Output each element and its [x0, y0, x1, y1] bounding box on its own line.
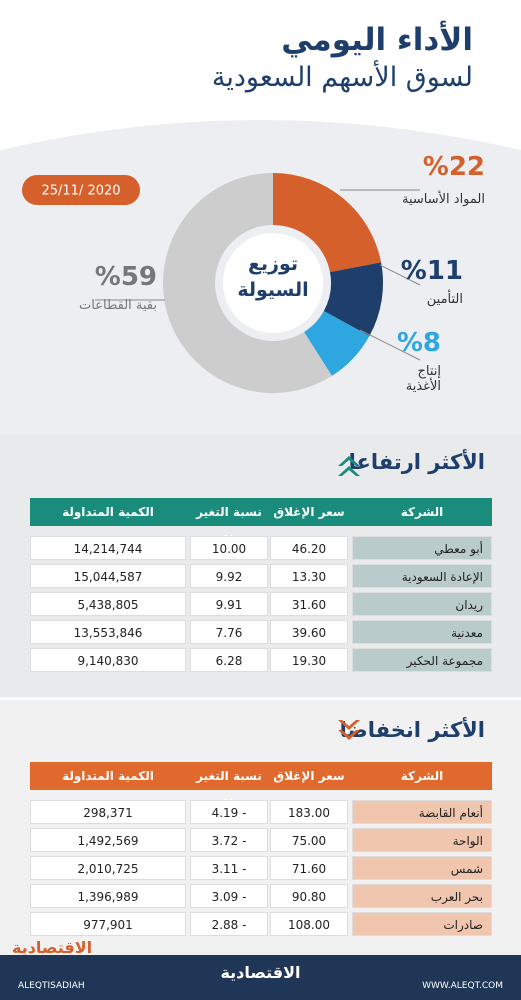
- leader-lines: [95, 189, 421, 361]
- company-cell: ريدان: [352, 592, 492, 616]
- cell: 1,396,989: [30, 884, 186, 908]
- table-header: الشركة سعر الإغلاق نسبة التغير % الكمية الم…: [30, 498, 492, 547]
- company-cell: أبو معطي: [352, 536, 492, 560]
- donut-segment: [323, 262, 383, 336]
- cell: 2,010,725: [30, 856, 186, 880]
- cell: 9.91: [190, 592, 268, 616]
- cell: - 3.09: [190, 884, 268, 908]
- falling-title: الأكثر انخفاضا: [339, 718, 485, 742]
- segment-label: المواد الأساسية: [401, 192, 485, 207]
- cell: 13.30: [270, 564, 348, 588]
- company-cell: بحر العرب: [352, 884, 492, 908]
- cell: - 4.19: [190, 800, 268, 824]
- footer: ALEQTISADIAH الاقتصادية WWW.ALEQT.COM: [0, 955, 521, 1000]
- falling-table: الشركة سعر الإغلاق نسبة التغير % الكمية الم…: [30, 762, 492, 940]
- cell: 5,438,805: [30, 592, 186, 616]
- chart: 25/11/ 2020 توزيع السيولة: [0, 120, 521, 440]
- company-cell: صادرات: [352, 912, 492, 936]
- column-header: سعر الإغلاق: [273, 769, 345, 783]
- up-icon: [338, 456, 360, 476]
- company-cell: مجموعة الحكير: [352, 648, 492, 672]
- donut-segment: [304, 310, 370, 376]
- rising-table: الشركة سعر الإغلاق نسبة التغير % الكمية الم…: [30, 498, 492, 676]
- company-cell: معدنية: [352, 620, 492, 644]
- cell: 298,371: [30, 800, 186, 824]
- url: WWW.ALEQT.COM: [422, 981, 503, 991]
- donut-segment: [273, 173, 382, 273]
- cell: 71.60: [270, 856, 348, 880]
- cell: - 3.72: [190, 828, 268, 852]
- column-header: الشركة: [400, 769, 444, 783]
- cell: 9,140,830: [30, 648, 186, 672]
- percent-label: %59: [94, 262, 157, 292]
- cell: 10.00: [190, 536, 268, 560]
- company-cell: أنعام القابضة: [352, 800, 492, 824]
- column-header: الشركة: [400, 505, 444, 519]
- cell: 39.60: [270, 620, 348, 644]
- title: الأداء اليومي: [281, 22, 473, 58]
- cell: 977,901: [30, 912, 186, 936]
- donut: [162, 173, 383, 393]
- cell: 1,492,569: [30, 828, 186, 852]
- percent-label: %22: [422, 152, 485, 182]
- cell: 15,044,587: [30, 564, 186, 588]
- column-header: نسبة التغير %: [196, 769, 262, 811]
- column-header: سعر الإغلاق: [273, 505, 345, 519]
- table-header: الشركة سعر الإغلاق نسبة التغير % الكمية الم…: [30, 762, 492, 811]
- percent-label: %8: [396, 328, 441, 358]
- logo: الاقتصادية: [220, 963, 301, 982]
- company-cell: الإعادة السعودية: [352, 564, 492, 588]
- column-header: الكمية المتداولة: [62, 769, 154, 783]
- cell: 31.60: [270, 592, 348, 616]
- cell: 19.30: [270, 648, 348, 672]
- down-icon: [338, 720, 360, 740]
- company-cell: الواحة: [352, 828, 492, 852]
- table-row: الواحة 75.00- 3.72 1,492,569: [30, 828, 492, 852]
- table-row: بحر العرب 90.80- 3.09 1,396,989: [30, 884, 492, 908]
- segment-label: بقية القطاعات: [79, 298, 157, 313]
- table-row: شمس 71.60- 3.11 2,010,725: [30, 856, 492, 880]
- cell: 13,553,846: [30, 620, 186, 644]
- table-row: أبو معطي 46.20 10.00 14,214,744: [30, 536, 492, 560]
- handle: ALEQTISADIAH: [18, 981, 85, 991]
- cell: 183.00: [270, 800, 348, 824]
- table-row: مجموعة الحكير 19.30 6.28 9,140,830: [30, 648, 492, 672]
- table-row: أنعام القابضة 183.00- 4.19 298,371: [30, 800, 492, 824]
- percent-label: %11: [400, 256, 463, 286]
- cell: 7.76: [190, 620, 268, 644]
- date: 25/11/ 2020: [41, 184, 120, 199]
- cell: - 3.11: [190, 856, 268, 880]
- subtitle: لسوق الأسهم السعودية: [211, 62, 473, 93]
- cell: 6.28: [190, 648, 268, 672]
- cell: 9.92: [190, 564, 268, 588]
- cell: 46.20: [270, 536, 348, 560]
- segment-label: التأمين: [426, 292, 463, 307]
- cell: 75.00: [270, 828, 348, 852]
- date-pill: [22, 175, 140, 205]
- cell: 90.80: [270, 884, 348, 908]
- company-cell: شمس: [352, 856, 492, 880]
- table-row: الإعادة السعودية 13.30 9.92 15,044,587: [30, 564, 492, 588]
- segment-label: إنتاج الأغذية: [405, 364, 441, 394]
- table-row: ريدان 31.60 9.91 5,438,805: [30, 592, 492, 616]
- table-row: صادرات 108.00- 2.88 977,901: [30, 912, 492, 936]
- donut-segment: [162, 173, 332, 393]
- column-header: الكمية المتداولة: [62, 505, 154, 519]
- cell: 14,214,744: [30, 536, 186, 560]
- cell: 108.00: [270, 912, 348, 936]
- column-header: نسبة التغير %: [196, 505, 262, 547]
- corner-logo: الاقتصادية: [12, 938, 93, 957]
- cell: - 2.88: [190, 912, 268, 936]
- chart-title: توزيع السيولة: [237, 253, 308, 301]
- rising-title: الأكثر ارتفاعا: [348, 450, 485, 474]
- table-row: معدنية 39.60 7.76 13,553,846: [30, 620, 492, 644]
- donut-center: [223, 233, 323, 333]
